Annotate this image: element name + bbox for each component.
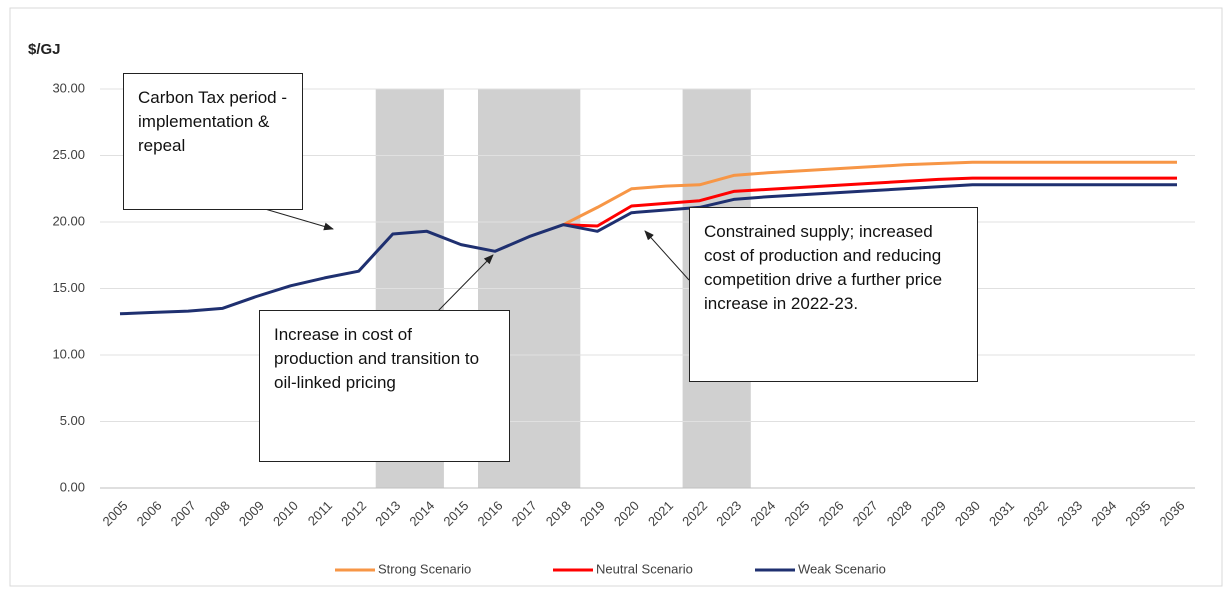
x-tick-label: 2009	[236, 498, 267, 529]
y-tick-label: 5.00	[60, 413, 85, 428]
annotation: Increase in cost of production and trans…	[259, 310, 510, 462]
x-tick-label: 2032	[1020, 498, 1051, 529]
x-tick-label: 2017	[509, 498, 540, 529]
annotation: Constrained supply; increased cost of pr…	[689, 207, 978, 382]
x-tick-label: 2020	[611, 498, 642, 529]
legend-label: Strong Scenario	[378, 561, 471, 576]
y-tick-label: 30.00	[52, 80, 85, 95]
legend-label: Neutral Scenario	[596, 561, 693, 576]
x-tick-label: 2012	[338, 498, 369, 529]
arrow	[437, 254, 494, 312]
y-tick-label: 10.00	[52, 346, 85, 361]
x-tick-label: 2026	[816, 498, 847, 529]
x-tick-label: 2029	[918, 498, 949, 529]
x-tick-label: 2022	[679, 498, 710, 529]
x-tick-label: 2008	[202, 498, 233, 529]
x-tick-label: 2010	[270, 498, 301, 529]
x-tick-label: 2027	[850, 498, 881, 529]
y-axis-label: $/GJ	[28, 41, 61, 58]
x-tick-label: 2014	[406, 498, 437, 529]
chart-border	[9, 7, 1223, 587]
arrow	[264, 208, 334, 231]
x-tick-label: 2021	[645, 498, 676, 529]
x-tick-label: 2028	[884, 498, 915, 529]
x-tick-label: 2035	[1122, 498, 1153, 529]
x-tick-label: 2019	[577, 498, 608, 529]
x-tick-label: 2016	[475, 498, 506, 529]
arrow	[644, 230, 690, 281]
x-tick-label: 2025	[781, 498, 812, 529]
x-tick-label: 2007	[168, 498, 199, 529]
x-tick-label: 2033	[1054, 498, 1085, 529]
x-tick-label: 2034	[1088, 498, 1119, 529]
y-tick-label: 15.00	[52, 280, 85, 295]
series-line	[563, 176, 1177, 228]
x-tick-label: 2015	[440, 498, 471, 529]
x-tick-label: 2011	[305, 498, 335, 528]
x-tick-label: 2036	[1156, 498, 1187, 529]
x-tick-label: 2018	[543, 498, 574, 529]
series-line	[119, 183, 1177, 316]
x-tick-label: 2006	[134, 498, 165, 529]
x-tick-label: 2023	[713, 498, 744, 529]
series-line	[562, 160, 1177, 227]
y-tick-label: 25.00	[52, 147, 85, 162]
annotation: Carbon Tax period - implementation & rep…	[123, 73, 303, 210]
x-tick-label: 2024	[747, 498, 778, 529]
x-tick-label: 2030	[952, 498, 983, 529]
y-tick-label: 20.00	[52, 213, 85, 228]
x-tick-label: 2031	[986, 498, 1017, 529]
legend-label: Weak Scenario	[798, 561, 886, 576]
x-tick-label: 2013	[372, 498, 403, 529]
y-tick-label: 0.00	[60, 479, 85, 494]
x-tick-label: 2005	[99, 498, 130, 529]
